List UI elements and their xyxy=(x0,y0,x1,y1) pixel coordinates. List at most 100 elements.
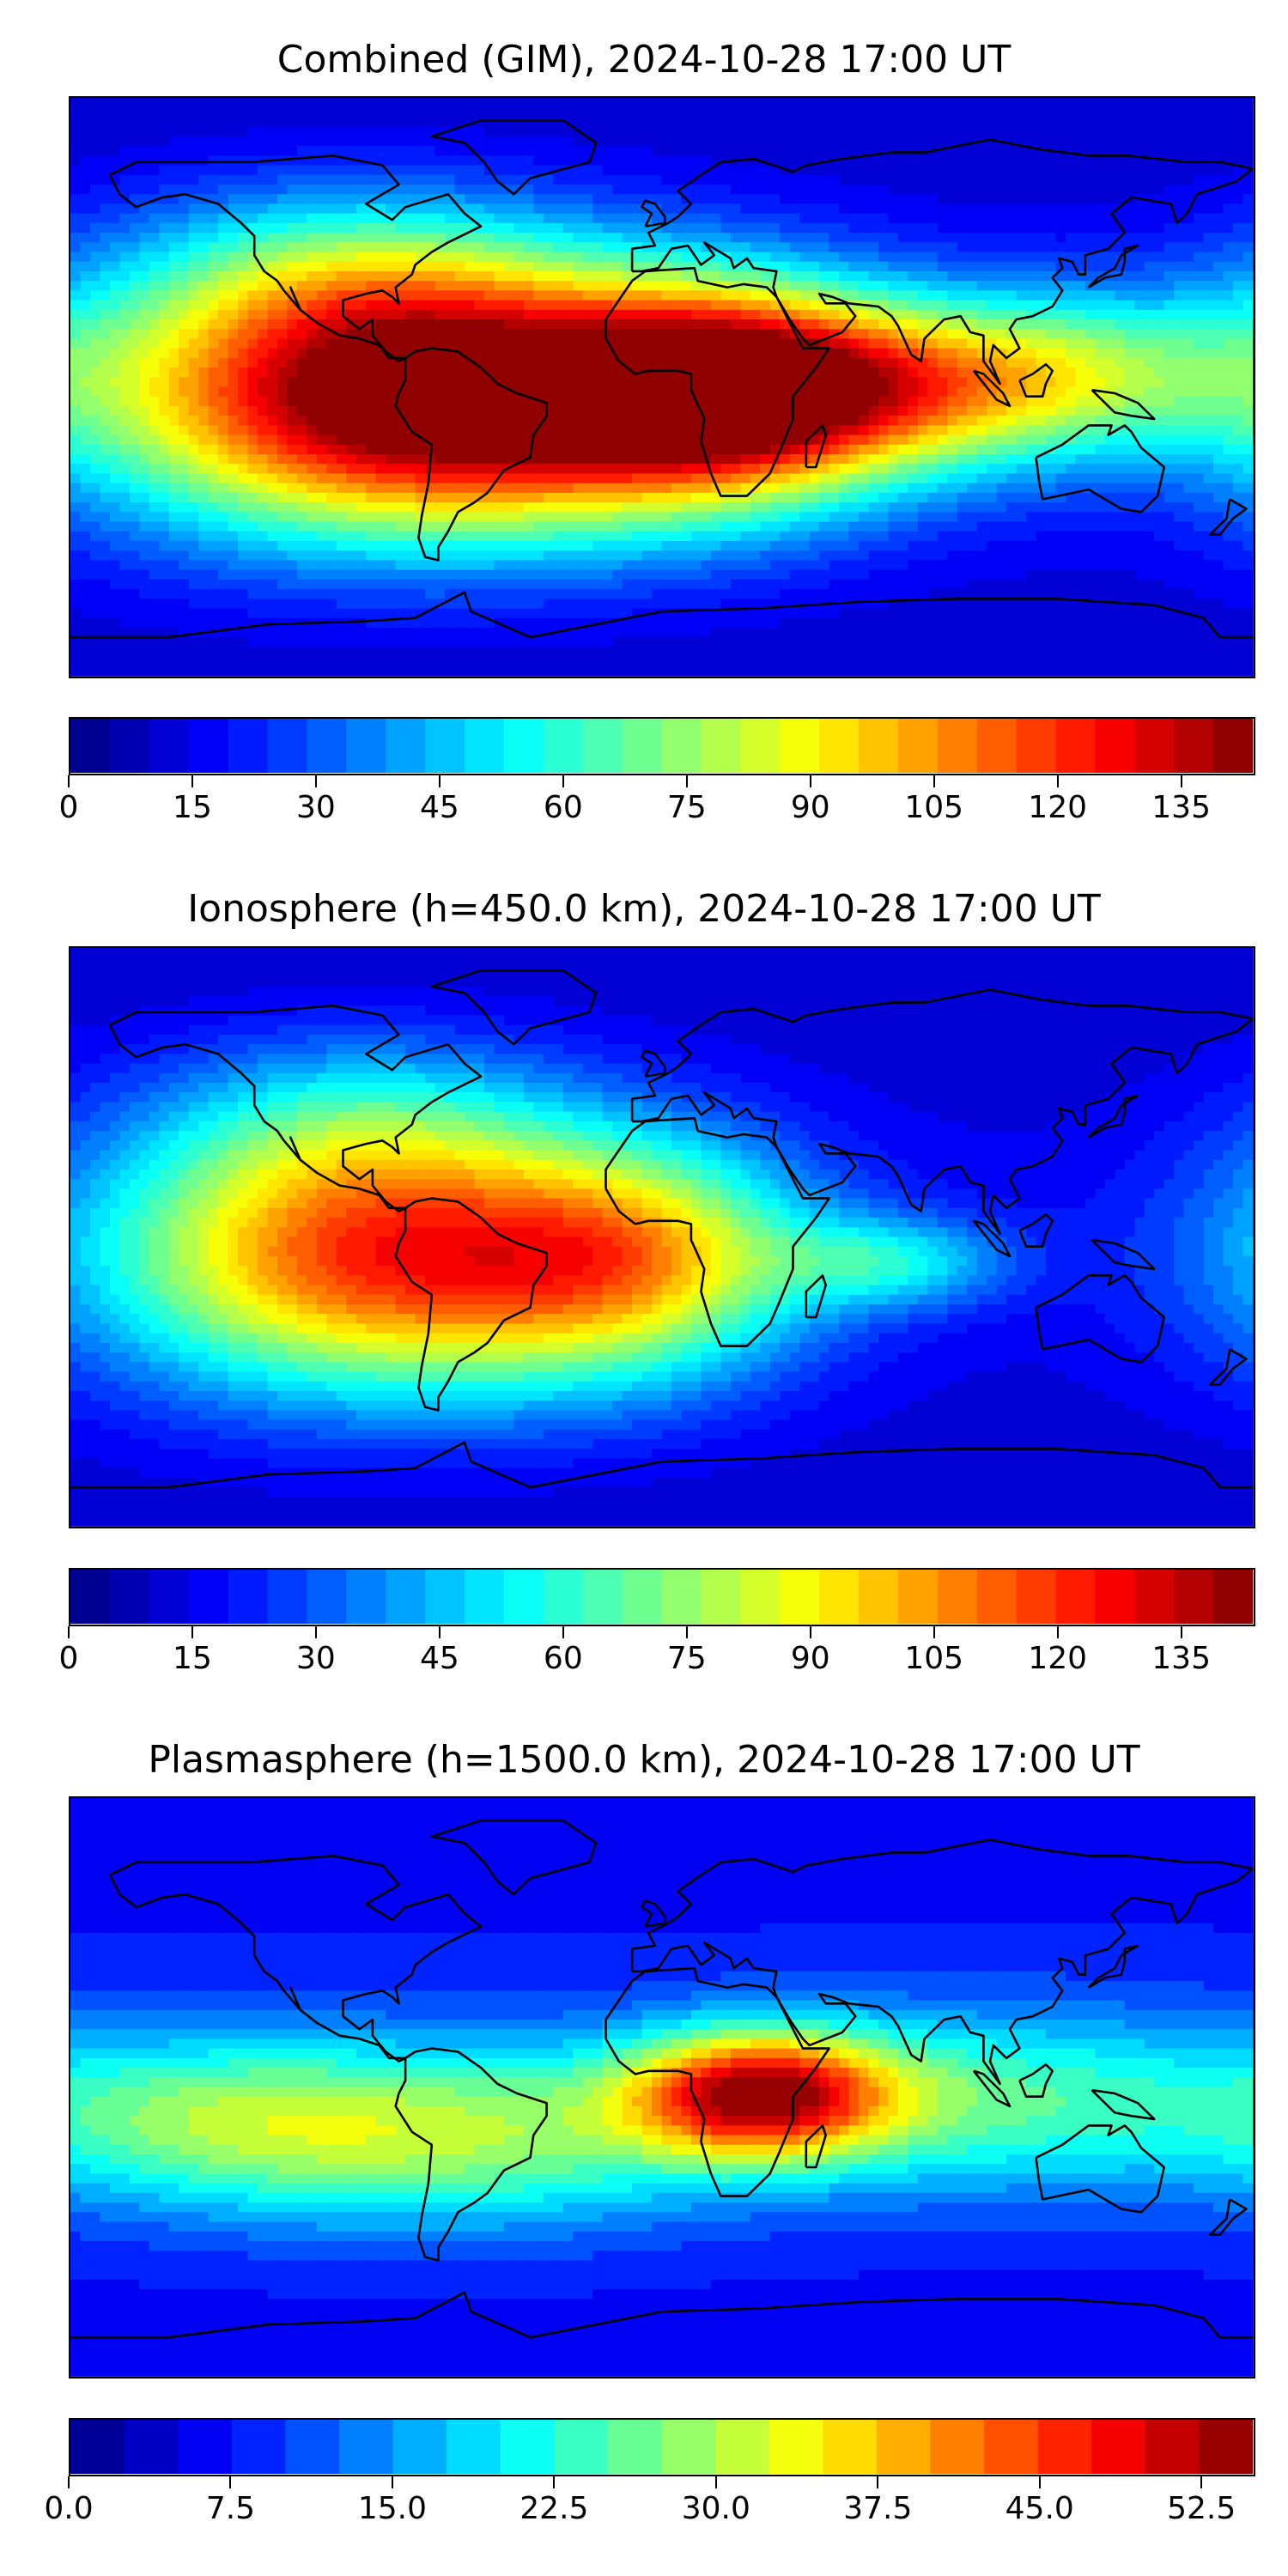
heatmap-cell xyxy=(375,204,386,215)
heatmap-cell xyxy=(878,261,890,272)
heatmap-cell xyxy=(868,386,879,398)
heatmap-cell xyxy=(622,174,633,185)
heatmap-cell xyxy=(100,155,111,167)
heatmap-cell xyxy=(179,222,190,234)
heatmap-cell xyxy=(119,483,131,494)
heatmap-cell xyxy=(405,107,416,118)
heatmap-cell xyxy=(957,319,968,330)
heatmap-cell xyxy=(1223,222,1234,234)
heatmap-cell xyxy=(1213,338,1224,349)
heatmap-cell xyxy=(258,126,269,137)
heatmap-cell xyxy=(769,233,781,243)
heatmap-cell xyxy=(1223,386,1234,398)
heatmap-cell xyxy=(494,483,505,494)
heatmap-cell xyxy=(829,454,840,465)
heatmap-cell xyxy=(661,222,672,234)
heatmap-cell xyxy=(179,329,190,340)
heatmap-cell xyxy=(80,194,91,204)
heatmap-cell xyxy=(681,126,692,137)
heatmap-cell xyxy=(908,396,919,407)
heatmap-cell xyxy=(760,377,771,388)
heatmap-cell xyxy=(1213,155,1224,167)
heatmap-cell xyxy=(681,165,692,176)
heatmap-cell xyxy=(652,252,663,263)
heatmap-cell xyxy=(1104,348,1115,359)
heatmap-cell xyxy=(720,290,732,301)
heatmap-cell xyxy=(159,155,170,167)
heatmap-cell xyxy=(355,117,367,128)
heatmap-cell xyxy=(671,473,683,484)
heatmap-cell xyxy=(1016,338,1027,349)
heatmap-cell xyxy=(1213,425,1224,436)
heatmap-cell xyxy=(1242,174,1253,185)
heatmap-cell xyxy=(908,242,919,253)
heatmap-cell xyxy=(355,464,367,475)
heatmap-cell xyxy=(543,290,554,301)
heatmap-cell xyxy=(267,165,278,176)
heatmap-cell xyxy=(228,146,239,156)
heatmap-cell xyxy=(1174,377,1185,388)
heatmap-cell xyxy=(375,309,386,320)
heatmap-cell xyxy=(632,348,643,359)
heatmap-cell xyxy=(1016,270,1027,282)
heatmap-cell xyxy=(829,290,840,301)
heatmap-cell xyxy=(799,386,811,398)
heatmap-cell xyxy=(208,184,219,195)
heatmap-cell xyxy=(760,136,771,147)
heatmap-cell xyxy=(809,348,820,359)
heatmap-cell xyxy=(80,483,91,494)
heatmap-cell xyxy=(848,405,860,416)
heatmap-cell xyxy=(1233,368,1244,378)
heatmap-cell xyxy=(543,281,554,291)
heatmap-cell xyxy=(1104,319,1115,330)
heatmap-cell xyxy=(632,405,643,416)
heatmap-cell xyxy=(760,444,771,455)
heatmap-cell xyxy=(139,126,150,137)
heatmap-cell xyxy=(1174,405,1185,416)
heatmap-cell xyxy=(957,261,968,272)
heatmap-cell xyxy=(780,213,791,224)
heatmap-cell xyxy=(247,222,258,234)
heatmap-cell xyxy=(1104,261,1115,272)
heatmap-cell xyxy=(208,368,219,378)
heatmap-cell xyxy=(366,338,377,349)
heatmap-cell xyxy=(592,98,604,108)
heatmap-cell xyxy=(238,464,249,475)
heatmap-cell xyxy=(799,252,811,263)
heatmap-cell xyxy=(1006,270,1018,282)
heatmap-cell xyxy=(690,357,702,368)
heatmap-cell xyxy=(602,204,613,215)
heatmap-cell xyxy=(1006,98,1018,108)
heatmap-cell xyxy=(641,405,653,416)
heatmap-cell xyxy=(1154,464,1165,475)
heatmap-cell xyxy=(1065,416,1077,426)
heatmap-cell xyxy=(1065,98,1077,108)
heatmap-cell xyxy=(109,425,120,436)
heatmap-cell xyxy=(1124,126,1135,137)
heatmap-cell xyxy=(1194,252,1205,263)
heatmap-cell xyxy=(70,357,82,368)
heatmap-cell xyxy=(1095,377,1106,388)
heatmap-cell xyxy=(513,146,525,156)
heatmap-cell xyxy=(1213,270,1224,282)
heatmap-cell xyxy=(641,425,653,436)
heatmap-cell xyxy=(602,233,613,243)
heatmap-cell xyxy=(336,281,347,291)
heatmap-cell xyxy=(445,290,456,301)
heatmap-cell xyxy=(513,348,525,359)
heatmap-cell xyxy=(1174,483,1185,494)
heatmap-cell xyxy=(198,348,210,359)
heatmap-cell xyxy=(1144,213,1155,224)
heatmap-cell xyxy=(701,261,712,272)
heatmap-cell xyxy=(652,492,663,503)
heatmap-cell xyxy=(386,444,397,455)
heatmap-cell xyxy=(238,136,249,147)
heatmap-cell xyxy=(573,146,584,156)
heatmap-cell xyxy=(1095,473,1106,484)
heatmap-cell xyxy=(129,348,140,359)
heatmap-cell xyxy=(218,233,229,243)
heatmap-cell xyxy=(1163,348,1175,359)
heatmap-cell xyxy=(70,473,82,484)
heatmap-cell xyxy=(888,107,899,118)
heatmap-cell xyxy=(829,416,840,426)
